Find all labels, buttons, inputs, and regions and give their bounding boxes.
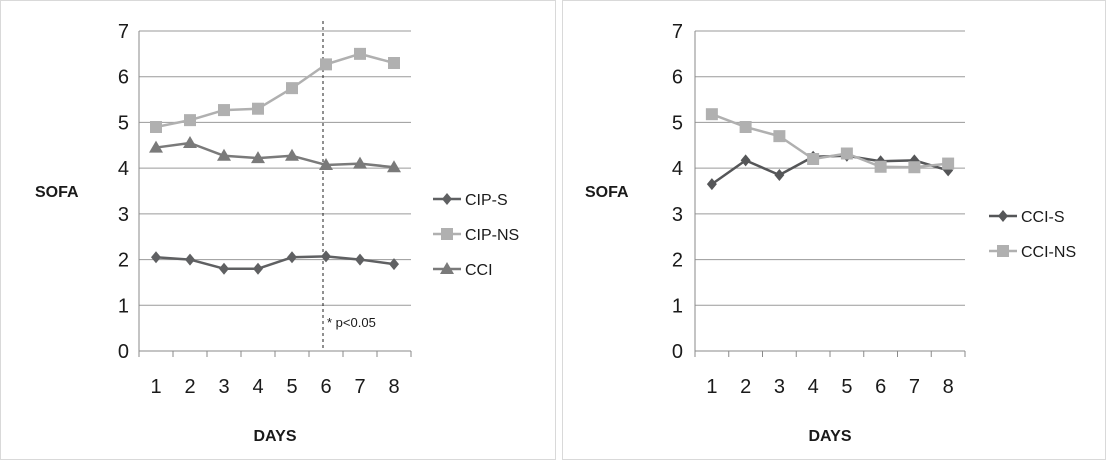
y-tick-label: 7 (118, 21, 129, 43)
data-point (149, 140, 163, 153)
x-tick-label: 2 (740, 376, 751, 398)
data-point (840, 147, 853, 160)
y-tick-label: 2 (118, 250, 129, 272)
data-point (217, 148, 231, 161)
x-tick-label: 7 (354, 376, 365, 398)
legend-entry: CCI (433, 262, 493, 279)
y-tick-label: 2 (672, 250, 683, 272)
x-tick-label: 6 (320, 376, 331, 398)
y-tick-label: 0 (118, 341, 129, 363)
legend-entry: CIP-S (433, 192, 508, 209)
data-point (705, 108, 718, 121)
legend-label: CIP-S (465, 192, 508, 209)
data-point (389, 258, 399, 271)
y-axis-title: SOFA (35, 184, 79, 201)
legend-label: CCI-NS (1021, 244, 1076, 261)
data-point (286, 82, 298, 95)
data-point (185, 253, 195, 266)
data-point (151, 251, 161, 264)
legend-marker (997, 245, 1009, 257)
data-point (287, 251, 297, 264)
data-point (354, 47, 366, 60)
legend-marker (441, 228, 453, 240)
data-point (184, 114, 196, 127)
series-cci-ns (705, 108, 955, 174)
data-point (321, 250, 331, 263)
x-tick-label: 5 (841, 376, 852, 398)
x-tick-label: 5 (286, 376, 297, 398)
legend-entry: CIP-NS (433, 227, 519, 244)
series-cip-s (151, 250, 399, 275)
data-point (774, 169, 785, 181)
data-point (942, 157, 955, 170)
x-tick-label: 4 (808, 376, 819, 398)
series-line (155, 141, 395, 169)
legend-label: CCI-S (1021, 209, 1065, 226)
x-tick-label: 3 (774, 376, 785, 398)
y-tick-label: 0 (672, 341, 683, 363)
x-tick-label: 8 (388, 376, 399, 398)
data-point (252, 102, 264, 115)
x-tick-label: 2 (184, 376, 195, 398)
data-point (319, 157, 333, 170)
x-axis-title: DAYS (254, 428, 297, 445)
series-line (155, 255, 395, 270)
y-tick-label: 4 (672, 158, 683, 180)
x-tick-label: 8 (943, 376, 954, 398)
legend-label: CIP-NS (465, 227, 519, 244)
data-point (706, 178, 717, 191)
x-tick-label: 7 (909, 376, 920, 398)
data-point (355, 253, 365, 266)
significance-note: * p<0.05 (327, 315, 376, 330)
x-tick-label: 3 (218, 376, 229, 398)
x-axis-title: DAYS (809, 428, 852, 445)
y-tick-label: 6 (672, 67, 683, 89)
data-point (807, 153, 820, 165)
x-tick-label: 6 (875, 376, 886, 398)
y-tick-label: 7 (672, 21, 683, 43)
x-tick-label: 1 (150, 376, 161, 398)
legend-marker (442, 193, 452, 205)
data-point (320, 58, 332, 71)
data-point (219, 262, 229, 275)
data-point (150, 121, 162, 133)
series-cip-ns (150, 47, 400, 133)
x-tick-label: 1 (706, 376, 717, 398)
data-point (740, 154, 751, 167)
data-point (251, 151, 265, 164)
legend-entry: CCI-NS (989, 244, 1076, 261)
data-point (908, 161, 921, 174)
legend-entry: CCI-S (989, 209, 1065, 226)
data-point (773, 130, 786, 143)
y-tick-label: 1 (118, 295, 129, 317)
legend-marker (440, 262, 454, 274)
data-point (874, 160, 887, 173)
data-point (388, 57, 400, 69)
data-point (218, 104, 230, 117)
y-tick-label: 4 (118, 158, 129, 180)
y-tick-label: 6 (118, 67, 129, 89)
data-point (353, 156, 367, 169)
data-point (253, 262, 263, 275)
chart-panel-right: 0 1 2 3 4 5 6 7 1 2 3 4 5 6 7 8 SOFA DAYS CCI-S CCI-NS (562, 0, 1106, 460)
y-tick-label: 5 (672, 112, 683, 134)
data-point (285, 148, 299, 161)
x-tick-label: 4 (252, 376, 263, 398)
y-tick-label: 1 (672, 295, 683, 317)
y-tick-label: 3 (672, 204, 683, 226)
series-cci (149, 136, 401, 173)
data-point (183, 136, 197, 148)
legend-label: CCI (465, 262, 493, 279)
y-tick-label: 3 (118, 204, 129, 226)
y-axis-title: SOFA (585, 184, 629, 201)
y-tick-label: 5 (118, 112, 129, 134)
chart-panel-left: 0 1 2 3 4 5 6 7 1 2 3 4 5 6 7 8 SOFA DAYS * p<0.05 CIP-S CIP… (0, 0, 556, 460)
data-point (739, 121, 752, 133)
legend-marker (998, 210, 1008, 222)
data-point (387, 160, 401, 173)
